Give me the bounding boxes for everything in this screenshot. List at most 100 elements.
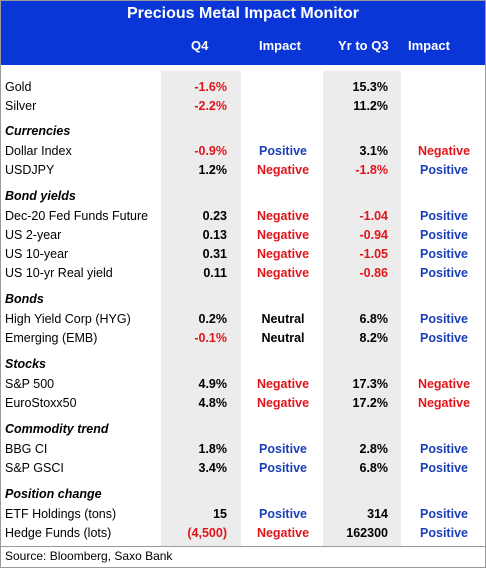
row-label: S&P 500 — [5, 377, 55, 391]
q4-impact: Negative — [256, 228, 310, 242]
table-row: Dec-20 Fed Funds Future 0.23 Negative -1.04… — [1, 207, 485, 226]
row-label: Dec-20 Fed Funds Future — [5, 209, 149, 223]
ytd-impact: Positive — [420, 228, 468, 242]
row-label: EuroStoxx50 — [5, 396, 77, 410]
table-row: Gold -1.6% 15.3% — [1, 78, 485, 97]
table-row: EuroStoxx50 4.8% Negative 17.2% Negative — [1, 394, 485, 413]
section-header: Position change — [1, 485, 485, 504]
q4-value: 1.8% — [198, 442, 228, 456]
q4-value: -2.2% — [194, 99, 227, 113]
ytd-value: 314 — [367, 507, 388, 521]
table-row: Hedge Funds (lots) (4,500) Negative 162300 P… — [1, 524, 485, 543]
table-row: S&P GSCI 3.4% Positive 6.8% Positive — [1, 459, 485, 478]
ytd-impact: Positive — [420, 163, 468, 177]
ytd-value: 6.8% — [359, 461, 389, 475]
q4-impact: Positive — [259, 442, 307, 456]
column-header-impact-ytd: Impact — [408, 38, 450, 53]
table-row: Silver -2.2% 11.2% — [1, 97, 485, 116]
ytd-value: 11.2% — [353, 99, 388, 113]
row-label: US 10-yr Real yield — [5, 266, 113, 280]
q4-value: 0.31 — [202, 247, 227, 261]
ytd-impact: Negative — [417, 377, 471, 391]
section-header: Bond yields — [1, 187, 485, 206]
ytd-impact: Positive — [420, 331, 468, 345]
q4-value: 0.2% — [198, 312, 228, 326]
ytd-column-band — [323, 71, 401, 546]
q4-column-band — [161, 71, 241, 546]
q4-impact: Negative — [256, 266, 310, 280]
table-row: US 10-year 0.31 Negative -1.05 Positive — [1, 245, 485, 264]
table-row: S&P 500 4.9% Negative 17.3% Negative — [1, 375, 485, 394]
q4-impact: Positive — [259, 144, 307, 158]
ytd-value: 2.8% — [359, 442, 389, 456]
q4-value: 1.2% — [198, 163, 228, 177]
table-row: Emerging (EMB) -0.1% Neutral 8.2% Positive — [1, 329, 485, 348]
section-label: Position change — [5, 487, 102, 501]
q4-impact: Negative — [256, 247, 310, 261]
source-note: Source: Bloomberg, Saxo Bank — [5, 549, 173, 563]
ytd-impact: Positive — [420, 526, 468, 540]
row-label: Silver — [5, 99, 37, 113]
footer-divider — [1, 546, 485, 547]
row-label: US 2-year — [5, 228, 62, 242]
row-label: USDJPY — [5, 163, 55, 177]
q4-value: 15 — [213, 507, 227, 521]
ytd-impact: Positive — [420, 209, 468, 223]
row-label: Emerging (EMB) — [5, 331, 98, 345]
q4-impact: Negative — [256, 526, 310, 540]
row-label: High Yield Corp (HYG) — [5, 312, 131, 326]
ytd-value: 15.3% — [352, 80, 388, 94]
ytd-value: -1.8% — [355, 163, 388, 177]
ytd-impact: Positive — [420, 266, 468, 280]
q4-value: 4.9% — [198, 377, 228, 391]
row-label: BBG CI — [5, 442, 48, 456]
q4-value: 0.23 — [202, 209, 227, 223]
ytd-impact: Positive — [420, 312, 468, 326]
q4-value: 0.11 — [203, 266, 227, 280]
section-header: Bonds — [1, 290, 485, 309]
table-row: ETF Holdings (tons) 15 Positive 314 Positive — [1, 505, 485, 524]
ytd-impact: Negative — [417, 396, 471, 410]
section-label: Stocks — [5, 357, 46, 371]
table-title: Precious Metal Impact Monitor — [1, 1, 485, 27]
q4-impact: Negative — [256, 396, 310, 410]
q4-value: -0.1% — [194, 331, 227, 345]
section-label: Currencies — [5, 124, 71, 138]
q4-value: (4,500) — [187, 526, 227, 540]
column-header-ytd: Yr to Q3 — [338, 38, 389, 53]
q4-impact: Positive — [259, 461, 307, 475]
section-header: Stocks — [1, 355, 485, 374]
ytd-value: 8.2% — [359, 331, 389, 345]
row-label: US 10-year — [5, 247, 69, 261]
row-label: S&P GSCI — [5, 461, 64, 475]
ytd-impact: Negative — [417, 144, 471, 158]
q4-impact: Neutral — [261, 312, 305, 326]
row-label: Gold — [5, 80, 32, 94]
ytd-value: 162300 — [346, 526, 388, 540]
column-header-q4: Q4 — [191, 38, 209, 53]
q4-impact: Positive — [259, 507, 307, 521]
table-row: US 10-yr Real yield 0.11 Negative -0.86 Posi… — [1, 264, 485, 283]
q4-impact: Negative — [256, 209, 310, 223]
ytd-value: 3.1% — [359, 144, 389, 158]
section-label: Commodity trend — [5, 422, 109, 436]
q4-impact: Neutral — [261, 331, 305, 345]
ytd-impact: Positive — [420, 247, 468, 261]
q4-impact: Negative — [256, 163, 310, 177]
q4-value: 4.8% — [198, 396, 228, 410]
ytd-value: 17.2% — [352, 396, 388, 410]
section-header: Commodity trend — [1, 420, 485, 439]
section-label: Bond yields — [5, 189, 76, 203]
ytd-impact: Positive — [420, 442, 468, 456]
row-label: ETF Holdings (tons) — [5, 507, 117, 521]
row-label: Dollar Index — [5, 144, 72, 158]
section-header: Currencies — [1, 122, 485, 141]
column-header-row: Q4 Impact Yr to Q3 Impact — [1, 27, 485, 65]
q4-impact: Negative — [256, 377, 310, 391]
ytd-impact: Positive — [420, 507, 468, 521]
ytd-value: -0.86 — [359, 266, 389, 280]
table-row: USDJPY 1.2% Negative -1.8% Positive — [1, 161, 485, 180]
q4-value: -1.6% — [194, 80, 227, 94]
ytd-value: 17.3% — [352, 377, 388, 391]
